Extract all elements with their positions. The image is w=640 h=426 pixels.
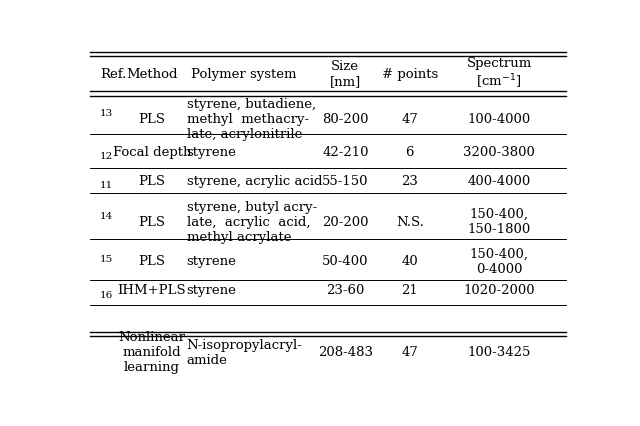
- Text: 13: 13: [100, 109, 113, 118]
- Text: styrene: styrene: [187, 145, 237, 158]
- Text: 1020-2000: 1020-2000: [463, 283, 535, 296]
- Text: 47: 47: [401, 345, 419, 358]
- Text: N-isopropylacryl-
amide: N-isopropylacryl- amide: [187, 338, 303, 366]
- Text: 15: 15: [100, 254, 113, 263]
- Text: styrene: styrene: [187, 283, 237, 296]
- Text: 80-200: 80-200: [322, 112, 369, 126]
- Text: 100-3425: 100-3425: [467, 345, 531, 358]
- Text: 400-4000: 400-4000: [467, 175, 531, 187]
- Text: 3200-3800: 3200-3800: [463, 145, 535, 158]
- Text: 11: 11: [100, 181, 113, 190]
- Text: Polymer system: Polymer system: [191, 68, 296, 81]
- Text: styrene, acrylic acid: styrene, acrylic acid: [187, 175, 322, 187]
- Text: 150-400,
150-1800: 150-400, 150-1800: [467, 208, 531, 236]
- Text: PLS: PLS: [138, 175, 165, 187]
- Text: styrene: styrene: [187, 255, 237, 268]
- Text: 150-400,
0-4000: 150-400, 0-4000: [470, 247, 529, 275]
- Text: 100-4000: 100-4000: [467, 112, 531, 126]
- Text: 47: 47: [401, 112, 419, 126]
- Text: # points: # points: [381, 68, 438, 81]
- Text: 23-60: 23-60: [326, 283, 365, 296]
- Text: 55-150: 55-150: [322, 175, 369, 187]
- Text: Focal depth: Focal depth: [113, 145, 191, 158]
- Text: 16: 16: [100, 290, 113, 299]
- Text: styrene, butyl acry-
late,  acrylic  acid,
methyl acrylate: styrene, butyl acry- late, acrylic acid,…: [187, 200, 317, 243]
- Text: 42-210: 42-210: [322, 145, 369, 158]
- Text: Spectrum
[cm$^{-1}$]: Spectrum [cm$^{-1}$]: [467, 57, 532, 91]
- Text: IHM+PLS: IHM+PLS: [118, 283, 186, 296]
- Text: Ref.: Ref.: [100, 68, 126, 81]
- Text: 50-400: 50-400: [322, 255, 369, 268]
- Text: PLS: PLS: [138, 112, 165, 126]
- Text: PLS: PLS: [138, 215, 165, 228]
- Text: 21: 21: [401, 283, 418, 296]
- Text: 14: 14: [100, 212, 113, 221]
- Text: N.S.: N.S.: [396, 215, 424, 228]
- Text: 20-200: 20-200: [322, 215, 369, 228]
- Text: Method: Method: [126, 68, 178, 81]
- Text: 12: 12: [100, 152, 113, 161]
- Text: 208-483: 208-483: [318, 345, 373, 358]
- Text: styrene, butadiene,
methyl  methacry-
late, acrylonitrile: styrene, butadiene, methyl methacry- lat…: [187, 98, 316, 141]
- Text: 23: 23: [401, 175, 419, 187]
- Text: 40: 40: [401, 255, 418, 268]
- Text: Size
[nm]: Size [nm]: [330, 60, 361, 88]
- Text: Nonlinear
manifold
learning: Nonlinear manifold learning: [118, 331, 186, 373]
- Text: PLS: PLS: [138, 255, 165, 268]
- Text: 6: 6: [406, 145, 414, 158]
